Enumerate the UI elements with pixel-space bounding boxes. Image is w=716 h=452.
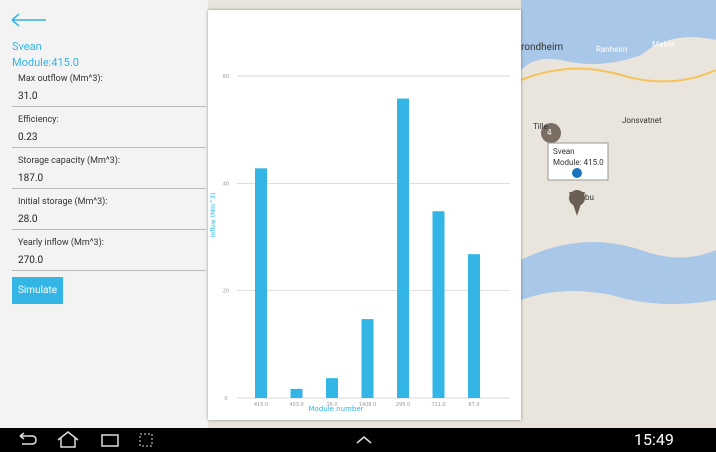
field-label: Max outflow (Mm^3): — [18, 74, 103, 84]
module-name: Svean — [12, 40, 42, 53]
field-underline — [12, 188, 206, 189]
y-tick-label: 60 — [223, 74, 229, 80]
map — [521, 0, 716, 428]
field-underline — [12, 270, 206, 271]
field-value[interactable]: 0.23 — [18, 132, 38, 143]
field-value[interactable]: 187.0 — [18, 173, 43, 184]
field-underline — [12, 147, 206, 148]
bar — [397, 99, 409, 398]
y-tick-label: 40 — [223, 181, 229, 187]
clock: 15:49 — [634, 430, 674, 449]
x-tick-label: 87.0 — [468, 402, 479, 408]
nav-buttons — [0, 428, 400, 452]
up-button[interactable] — [357, 437, 371, 443]
map-label: Ranheim — [596, 45, 627, 54]
field-value[interactable]: 270.0 — [18, 255, 43, 266]
x-tick-label: 711.0 — [431, 402, 445, 408]
field-label: Initial storage (Mm^3): — [18, 197, 107, 207]
x-tick-label: 415.0 — [254, 402, 268, 408]
map-label: bu — [585, 193, 594, 202]
x-tick-label: 1408.0 — [359, 402, 377, 408]
field-label: Storage capacity (Mm^3): — [18, 156, 120, 166]
popup-subtitle: Module: 415.0 — [553, 158, 604, 167]
y-tick-label: 20 — [223, 289, 229, 295]
map-label: Jonsvatnet — [622, 116, 662, 125]
bar — [326, 378, 338, 398]
map-label: Tille — [533, 122, 548, 131]
screenshot-button[interactable] — [140, 434, 152, 446]
screen: rondheim Ranheim Malvik Jonsvatnet Tille… — [0, 0, 716, 452]
bar — [362, 319, 374, 398]
y-axis-title: Inflow (Mm^3) — [210, 193, 217, 237]
map-cluster-count: 4 — [547, 128, 552, 137]
field-label: Yearly inflow (Mm^3): — [18, 238, 104, 248]
field-label: Efficiency: — [18, 115, 59, 125]
field-underline — [12, 106, 206, 107]
system-bar: 15:49 — [0, 428, 716, 452]
map-marker-head — [569, 190, 585, 206]
map-label: rondheim — [521, 42, 563, 53]
x-tick-label: 295.0 — [396, 402, 410, 408]
bar — [433, 211, 445, 398]
home-button[interactable] — [58, 432, 78, 447]
field-value[interactable]: 28.0 — [18, 214, 38, 225]
bar — [255, 168, 267, 398]
module-id: Module:415.0 — [12, 56, 79, 69]
back-arrow[interactable] — [10, 12, 50, 28]
map-popup-icon — [572, 168, 582, 178]
simulate-button[interactable]: Simulate — [12, 277, 63, 304]
x-tick-label: 36.0 — [326, 402, 337, 408]
popup-title: Svean — [553, 147, 575, 156]
back-button[interactable] — [20, 433, 36, 444]
form-panel: Svean Module:415.0 Max outflow (Mm^3): 31… — [0, 0, 208, 428]
recent-button[interactable] — [102, 435, 118, 446]
bar — [291, 389, 303, 398]
chart: Module number Inflow (Mm^3) 0204060415.0… — [208, 10, 521, 420]
field-underline — [12, 229, 206, 230]
y-tick-label: 0 — [224, 396, 227, 402]
field-value[interactable]: 31.0 — [18, 91, 38, 102]
bar — [468, 254, 480, 398]
map-land — [521, 0, 716, 428]
x-tick-label: 403.0 — [289, 402, 303, 408]
map-label: Malvik — [652, 40, 675, 49]
